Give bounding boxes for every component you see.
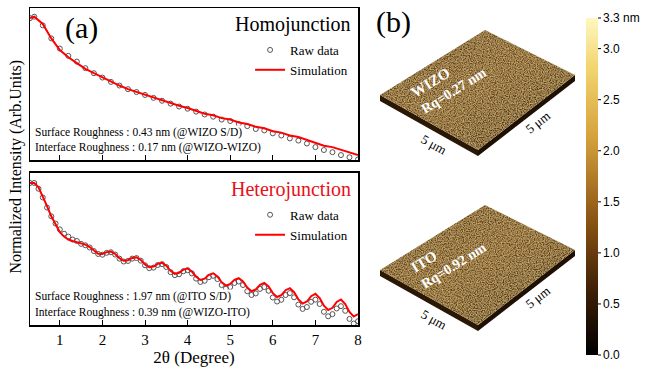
svg-text:2.5: 2.5	[603, 93, 620, 107]
svg-text:2: 2	[99, 332, 107, 348]
svg-text:5 μm: 5 μm	[523, 283, 553, 311]
svg-text:3: 3	[141, 332, 149, 348]
svg-text:Raw data: Raw data	[290, 208, 339, 223]
svg-text:Simulation: Simulation	[290, 63, 348, 78]
svg-text:8: 8	[354, 332, 362, 348]
svg-text:Interface Roughness : 0.17 nm: Interface Roughness : 0.17 nm (@WIZO-WIZ…	[35, 141, 261, 154]
svg-text:Normalized Intensity (Arb.Unit: Normalized Intensity (Arb.Units)	[7, 60, 25, 274]
svg-text:Simulation: Simulation	[290, 228, 348, 243]
svg-text:2.0: 2.0	[603, 144, 620, 158]
svg-text:0.0: 0.0	[603, 348, 620, 362]
svg-text:2θ (Degree): 2θ (Degree)	[153, 348, 234, 367]
svg-text:5 μm: 5 μm	[419, 307, 450, 333]
svg-text:5 μm: 5 μm	[419, 132, 450, 158]
svg-text:Rq=0.27 nm: Rq=0.27 nm	[419, 65, 489, 117]
svg-text:5: 5	[226, 332, 234, 348]
svg-text:Surface Roughness : 0.43 nm (@: Surface Roughness : 0.43 nm (@WIZO S/D)	[35, 126, 242, 139]
svg-text:1: 1	[56, 332, 64, 348]
svg-text:(b): (b)	[376, 5, 411, 39]
svg-text:ITO: ITO	[408, 248, 440, 276]
svg-text:7: 7	[312, 332, 320, 348]
svg-text:0.5: 0.5	[603, 297, 620, 311]
svg-text:Homojunction: Homojunction	[235, 13, 351, 36]
svg-text:4: 4	[184, 332, 192, 348]
svg-text:6: 6	[269, 332, 277, 348]
svg-text:1.0: 1.0	[603, 246, 620, 260]
svg-text:Raw data: Raw data	[290, 43, 339, 58]
svg-text:Heterojunction: Heterojunction	[231, 178, 351, 201]
svg-text:Rq=0.92 nm: Rq=0.92 nm	[419, 240, 489, 292]
svg-text:3.3 nm: 3.3 nm	[603, 11, 640, 25]
svg-text:5 μm: 5 μm	[523, 108, 553, 136]
svg-text:WIZO: WIZO	[408, 64, 453, 100]
svg-text:Interface Roughness : 0.39 nm: Interface Roughness : 0.39 nm (@WIZO-ITO…	[35, 306, 250, 319]
svg-text:(a): (a)	[65, 11, 98, 45]
svg-text:3.0: 3.0	[603, 42, 620, 56]
svg-text:1.5: 1.5	[603, 195, 620, 209]
svg-text:Surface Roughness : 1.97 nm (@: Surface Roughness : 1.97 nm (@ITO S/D)	[35, 290, 231, 303]
